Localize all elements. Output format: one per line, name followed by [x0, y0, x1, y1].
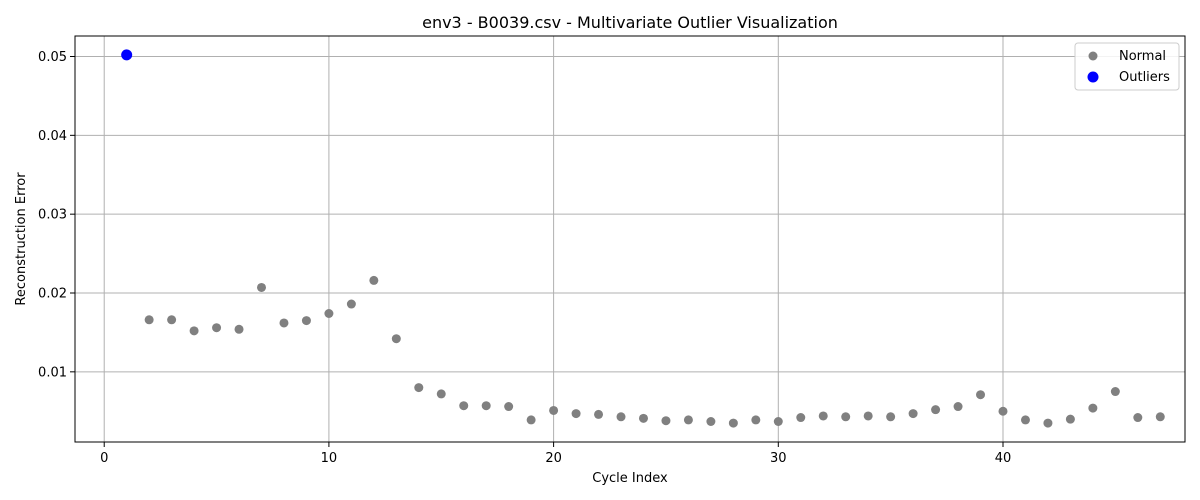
normal-point	[414, 383, 424, 393]
normal-point	[549, 405, 559, 415]
normal-point	[256, 282, 266, 292]
normal-point	[616, 412, 626, 422]
normal-point	[931, 405, 941, 415]
normal-point	[976, 390, 986, 400]
normal-point	[661, 416, 671, 426]
normal-point	[144, 315, 154, 325]
x-tick-label: 20	[545, 451, 562, 466]
normal-point	[369, 275, 379, 285]
normal-point	[1065, 414, 1075, 424]
normal-point	[863, 411, 873, 421]
normal-point	[459, 401, 469, 411]
normal-point	[953, 402, 963, 412]
normal-point	[436, 389, 446, 399]
normal-point	[1043, 418, 1053, 428]
normal-point	[301, 316, 311, 326]
y-axis-title: Reconstruction Error	[14, 172, 29, 306]
normal-point	[1110, 387, 1120, 397]
normal-point	[391, 334, 401, 344]
legend-marker-normal	[1088, 51, 1098, 61]
normal-point	[189, 326, 199, 336]
normal-point	[728, 418, 738, 428]
normal-point	[908, 409, 918, 419]
normal-point	[1020, 415, 1030, 425]
legend-box	[1074, 42, 1180, 91]
normal-point	[481, 401, 491, 411]
normal-point	[504, 402, 514, 412]
normal-point	[167, 315, 177, 325]
normal-point	[279, 318, 289, 328]
normal-point	[773, 417, 783, 427]
chart-title: env3 - B0039.csv - Multivariate Outlier …	[422, 13, 838, 32]
outlier-point	[121, 49, 133, 61]
plot-frame	[74, 35, 1186, 443]
x-tick-label: 30	[770, 451, 787, 466]
y-tick-label: 0.02	[38, 287, 67, 302]
legend-label-normal: Normal	[1119, 49, 1166, 64]
normal-point	[1088, 403, 1098, 413]
y-tick-label: 0.05	[38, 50, 67, 65]
normal-point	[886, 412, 896, 422]
normal-point	[594, 409, 604, 419]
normal-point	[212, 323, 222, 333]
legend-marker-outliers	[1087, 71, 1099, 83]
normal-point	[526, 415, 536, 425]
normal-point	[818, 411, 828, 421]
y-tick-label: 0.01	[38, 365, 67, 380]
normal-point	[706, 417, 716, 427]
legend-label-outliers: Outliers	[1119, 70, 1170, 85]
normal-point	[1155, 412, 1165, 422]
x-tick-label: 40	[995, 451, 1012, 466]
x-tick-label: 10	[321, 451, 338, 466]
legend: Normal Outliers	[1074, 42, 1180, 91]
normal-point	[998, 406, 1008, 416]
normal-point	[1133, 413, 1143, 423]
normal-point	[346, 299, 356, 309]
normal-point	[324, 308, 334, 318]
axis-ticks: 0 10 20 30 40 0.01 0.02 0.03 0.04 0.05	[38, 50, 1011, 466]
x-axis-title: Cycle Index	[592, 471, 668, 486]
y-tick-label: 0.03	[38, 208, 67, 223]
data-points	[121, 49, 1165, 428]
x-tick-label: 0	[100, 451, 108, 466]
normal-point	[751, 415, 761, 425]
grid-lines	[75, 36, 1185, 442]
normal-point	[234, 324, 244, 334]
normal-point	[571, 409, 581, 419]
normal-point	[841, 412, 851, 422]
y-tick-label: 0.04	[38, 129, 67, 144]
normal-point	[796, 413, 806, 423]
normal-point	[638, 413, 648, 423]
normal-point	[683, 415, 693, 425]
